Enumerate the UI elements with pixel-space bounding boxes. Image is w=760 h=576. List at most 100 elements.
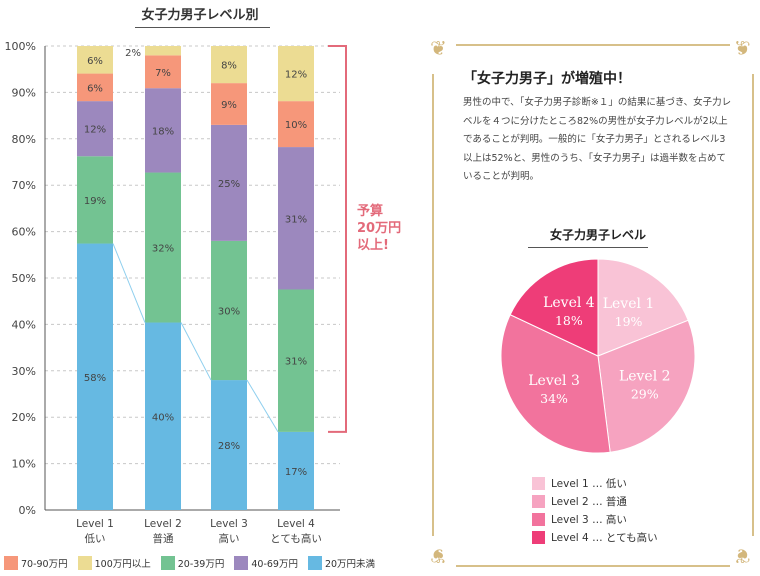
bar-value-label: 31% (285, 357, 307, 368)
bar-segment (278, 101, 314, 148)
y-tick-label: 80% (12, 133, 36, 146)
ornament-corner-bottom-right-icon: ❦ (734, 544, 751, 568)
pie-legend-item: Level 1 … 低い (532, 474, 658, 492)
frame-top-line (456, 44, 730, 46)
x-category-sublabel: とても高い (270, 532, 322, 545)
trend-connector-line (246, 379, 279, 433)
trend-connector-line (180, 322, 212, 381)
pie-slice-percent: 34% (540, 391, 568, 406)
frame-left-line (432, 74, 434, 536)
pie-legend-swatch (532, 530, 545, 544)
bar-value-label: 40% (152, 412, 174, 423)
legend-label: 70-90万円 (21, 559, 68, 570)
frame-bottom-line (456, 565, 730, 567)
pie-slice-percent: 18% (555, 313, 583, 328)
bar-segment (77, 73, 113, 102)
pie-slice-percent: 29% (631, 387, 659, 402)
bar-segment (211, 124, 247, 241)
bar-value-label: 2% (125, 48, 141, 59)
stacked-bar-chart: 0% 10% 20% 30% 40% 50% 60% 70% 80% 90% 100% 58% 19% 1… (5, 40, 347, 545)
pie-legend-swatch (532, 476, 545, 490)
bar-value-label: 6% (87, 83, 103, 94)
bar-value-label: 32% (152, 244, 174, 255)
pie-slice (597, 258, 689, 357)
y-tick-label: 60% (12, 226, 36, 239)
bar-value-label: 7% (155, 68, 171, 79)
pie-legend-item: Level 4 … とても高い (532, 528, 658, 546)
pie-slice-label: Level 2 (619, 369, 671, 385)
y-tick-label: 20% (12, 411, 36, 424)
bar-segment (278, 289, 314, 432)
y-tick-label: 30% (12, 365, 36, 378)
legend-label: 100万円以上 (94, 559, 151, 570)
x-category-label: Level 1 (76, 518, 114, 530)
legend-item: 20万円未満 (307, 556, 376, 570)
x-category-sublabel: 普通 (153, 532, 174, 545)
bar-value-label: 31% (285, 214, 307, 225)
pie-chart-title: 女子力男子レベル (549, 228, 646, 242)
legend-swatch (234, 556, 249, 570)
bar-segment (278, 431, 314, 510)
pie-legend-item: Level 3 … 高い (532, 510, 658, 528)
legend-item: 100万円以上 (77, 556, 151, 570)
pie-legend-label: Level 1 … 低い (551, 477, 627, 490)
trend-connector-line (112, 243, 146, 323)
bar-segment (145, 55, 181, 89)
budget-annotation-line: 以上! (357, 238, 389, 253)
pie-legend-item: Level 2 … 普通 (532, 492, 658, 510)
bar-value-label: 30% (218, 306, 240, 317)
bar-segment (145, 172, 181, 323)
bar-segment (211, 46, 247, 84)
bar-value-label: 58% (84, 373, 106, 384)
budget-annotation-line: 予算 (357, 204, 384, 219)
y-tick-label: 40% (12, 318, 36, 331)
pie-slice (509, 258, 599, 357)
x-category-sublabel: 高い (219, 532, 240, 545)
y-tick-label: 50% (12, 272, 36, 285)
legend-label: 20万円未満 (324, 559, 376, 570)
bar-segment (278, 147, 314, 290)
y-tick-label: 90% (12, 86, 36, 99)
x-category-label: Level 3 (210, 518, 248, 530)
legend-swatch (307, 556, 322, 570)
bar-segment (77, 156, 113, 244)
bar-value-label: 8% (221, 61, 237, 72)
bar-value-label: 12% (84, 125, 106, 136)
pie-slice-label: Level 3 (528, 373, 580, 389)
frame-right-line (752, 74, 754, 536)
legend-item: 40-69万円 (234, 556, 298, 570)
bar-value-label: 18% (152, 126, 174, 137)
x-category-label: Level 2 (144, 518, 182, 530)
bar-chart-title-underline (135, 27, 270, 28)
bar-value-label: 28% (218, 441, 240, 452)
bar-segment (145, 46, 181, 56)
bar-value-label: 25% (218, 179, 240, 190)
panel-body-text: 男性の中で、「女子力男子診断※１」の結果に基づき、女子力レベルを４つに分けたとこ… (463, 97, 732, 182)
ornament-corner-top-right-icon: ❦ (734, 36, 751, 60)
pie-chart-legend: Level 1 … 低い Level 2 … 普通 Level 3 … 高い Leve… (532, 474, 658, 546)
x-category-sublabel: 低い (85, 532, 106, 545)
pie-legend-swatch (532, 494, 545, 508)
pie-slice-percent: 19% (615, 314, 643, 329)
ornament-corner-top-left-icon: ❦ (430, 36, 447, 60)
legend-label: 40-69万円 (251, 559, 298, 570)
ornament-corner-bottom-left-icon: ❦ (430, 544, 447, 568)
bar-segment (77, 101, 113, 157)
bar-value-label: 17% (285, 467, 307, 478)
budget-annotation-line: 20万円 (357, 221, 402, 236)
pie-legend-label: Level 4 … とても高い (551, 531, 658, 544)
bar-segment (77, 46, 113, 74)
pie-legend-swatch (532, 512, 545, 526)
legend-swatch (160, 556, 175, 570)
pie-slice-label: Level 1 (603, 296, 655, 312)
pie-legend-label: Level 3 … 高い (551, 513, 627, 526)
bar-segment (77, 243, 113, 510)
bar-segment (211, 380, 247, 510)
bar-segment (145, 322, 181, 510)
y-tick-label: 0% (19, 504, 36, 517)
panel-headline: 「女子力男子」が増殖中！ (463, 71, 631, 87)
bar-segment (211, 240, 247, 381)
bar-segment (145, 88, 181, 173)
pie-legend-label: Level 2 … 普通 (551, 495, 627, 508)
bar-value-label: 9% (221, 100, 237, 111)
